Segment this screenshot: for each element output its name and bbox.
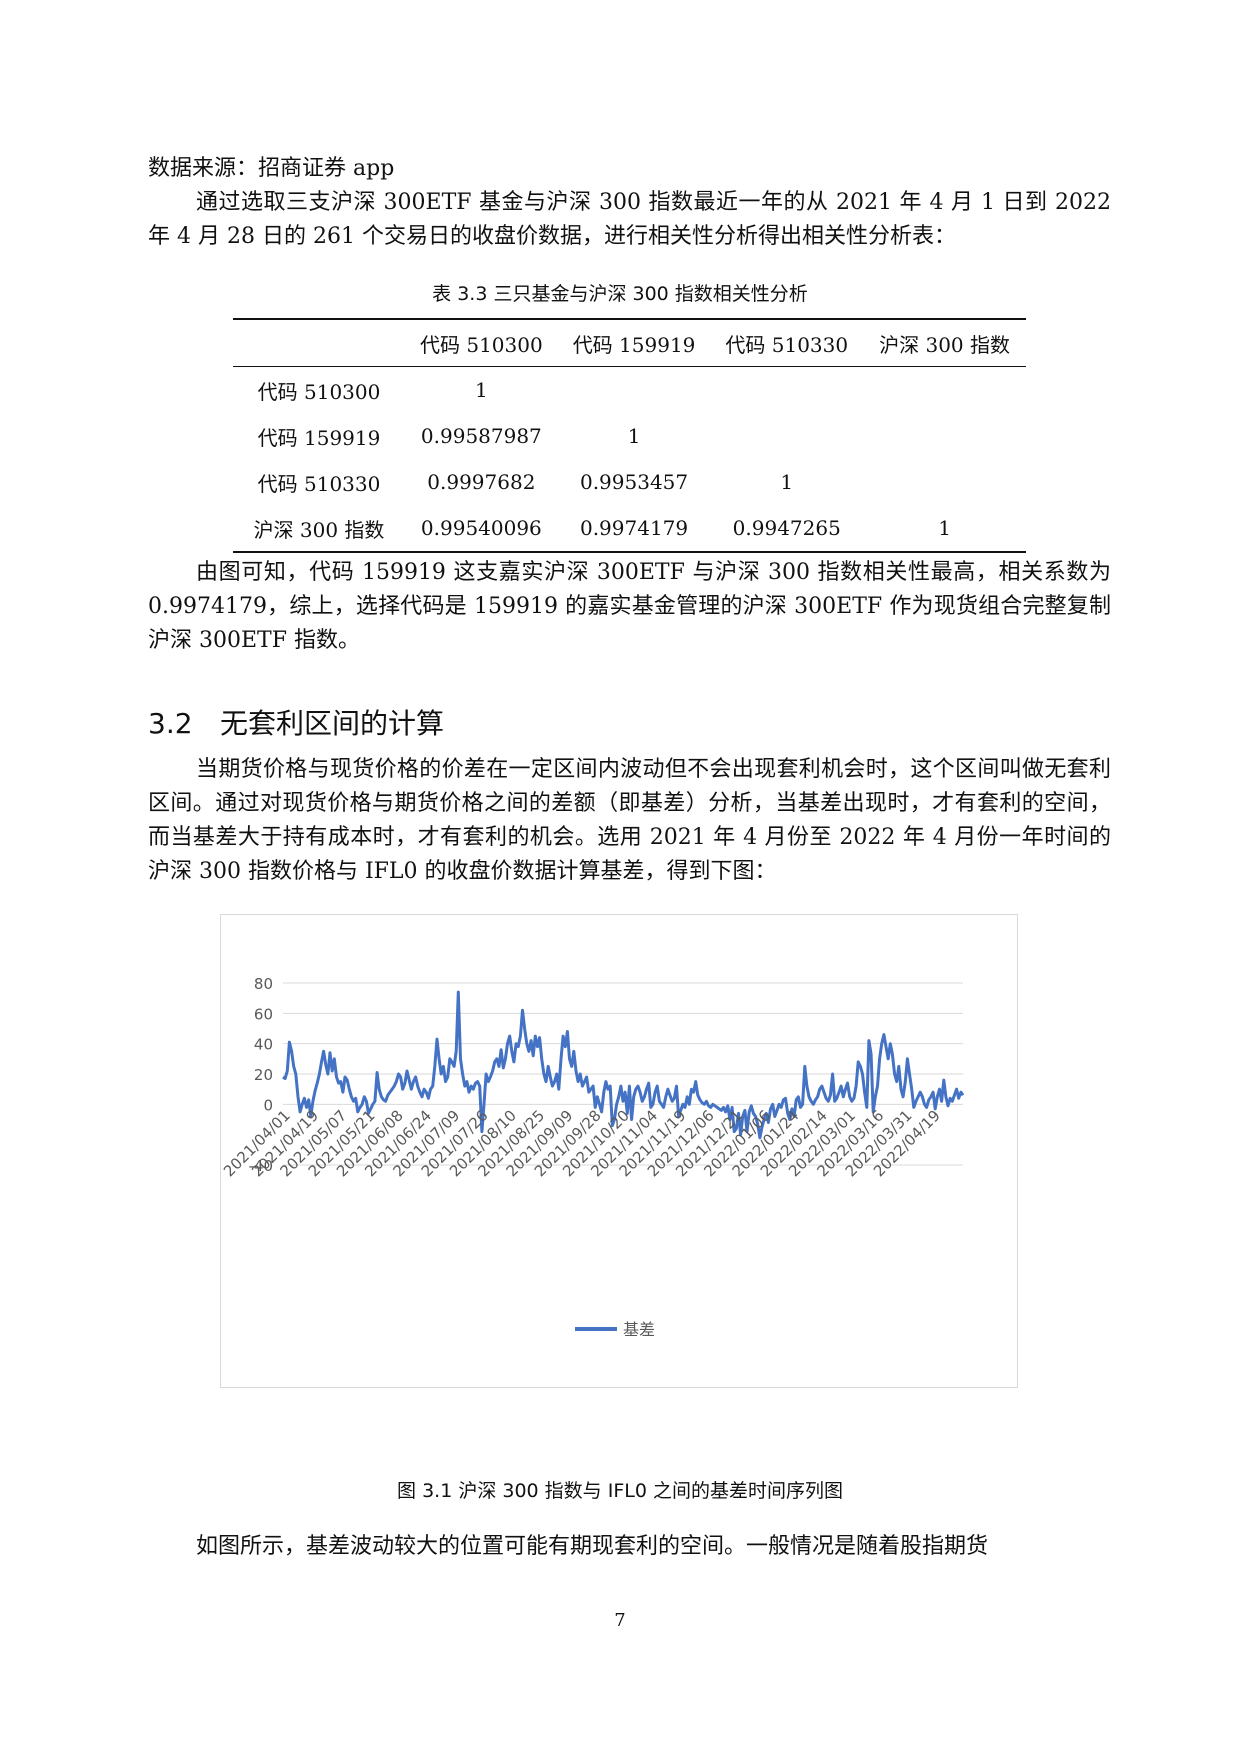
table-cell: 1 bbox=[780, 470, 794, 494]
table-cell: 1 bbox=[938, 516, 951, 540]
table-cell: 0.9953457 bbox=[579, 470, 689, 494]
table-cell: 0.9997682 bbox=[427, 470, 536, 494]
table-cell bbox=[558, 367, 711, 414]
basis-chart: 80 60 40 20 0 -40 2021/04/01 2021/04/19 2021/05/… bbox=[220, 914, 1018, 1388]
table-cell: 0.9947265 bbox=[732, 516, 841, 540]
basis-series-line bbox=[282, 990, 965, 1140]
column-header: 代码 159919 bbox=[557, 319, 711, 367]
section-number: 3.2 bbox=[148, 707, 193, 740]
row-label: 沪深 300 指数 bbox=[253, 517, 385, 542]
table-row: 代码 159919 0.99587987 1 bbox=[233, 413, 1026, 459]
correlation-table: 代码 510300 代码 159919 代码 510330 沪深 300 指数 … bbox=[233, 318, 1026, 553]
table-cell: 1 bbox=[627, 424, 641, 448]
page-number: 7 bbox=[614, 1610, 626, 1631]
section-paragraph: 当期货价格与现货价格的价差在一定区间内波动但不会出现套利机会时，这个区间叫做无套… bbox=[148, 757, 1111, 884]
table-row: 沪深 300 指数 0.99540096 0.9974179 0.9947265… bbox=[233, 505, 1026, 552]
table-cell: 0.99540096 bbox=[420, 516, 542, 540]
y-tick-label: 80 bbox=[254, 975, 273, 993]
table-header-row: 代码 510300 代码 159919 代码 510330 沪深 300 指数 bbox=[233, 319, 1026, 367]
table-cell bbox=[863, 413, 1026, 459]
row-label: 代码 159919 bbox=[257, 425, 381, 450]
basis-chart-svg: 806040200-402021/04/012021/04/192021/05/… bbox=[221, 975, 965, 1339]
table-cell bbox=[710, 413, 863, 459]
intro-paragraph: 通过选取三支沪深 300ETF 基金与沪深 300 指数最近一年的从 2021 … bbox=[148, 190, 1111, 249]
column-header: 沪深 300 指数 bbox=[863, 319, 1026, 367]
section-heading: 3.2 无套利区间的计算 bbox=[148, 702, 444, 742]
column-header: 代码 510330 bbox=[710, 319, 864, 367]
y-tick-label: 0 bbox=[263, 1096, 273, 1114]
y-tick-label: 20 bbox=[254, 1066, 273, 1084]
table-row: 代码 510300 1 bbox=[233, 367, 1026, 414]
data-source-line: 数据来源：招商证券 app bbox=[148, 156, 395, 181]
table-cell bbox=[863, 367, 1026, 414]
legend-label: 基差 bbox=[623, 1320, 655, 1339]
table-cell: 0.99587987 bbox=[420, 424, 542, 448]
y-tick-label: 40 bbox=[254, 1036, 273, 1054]
y-tick-label: 60 bbox=[254, 1005, 273, 1023]
column-header: 代码 510300 bbox=[405, 319, 558, 367]
table-cell bbox=[710, 367, 863, 414]
table-corner-cell bbox=[233, 319, 405, 367]
table-cell: 0.9974179 bbox=[579, 516, 689, 540]
row-label: 代码 510330 bbox=[257, 471, 381, 496]
section-title: 无套利区间的计算 bbox=[220, 707, 445, 740]
row-label: 代码 510300 bbox=[257, 379, 381, 404]
closing-paragraph: 如图所示，基差波动较大的位置可能有期现套利的空间。一般情况是随着股指期货 bbox=[196, 1534, 989, 1559]
y-tick-label: -40 bbox=[249, 1157, 274, 1175]
table-cell bbox=[863, 459, 1026, 505]
conclusion-paragraph: 由图可知，代码 159919 这支嘉实沪深 300ETF 与沪深 300 指数相… bbox=[148, 560, 1111, 653]
table-cell: 1 bbox=[474, 378, 488, 402]
table-row: 代码 510330 0.9997682 0.9953457 1 bbox=[233, 459, 1026, 505]
table-caption: 表 3.3 三只基金与沪深 300 指数相关性分析 bbox=[432, 283, 808, 305]
figure-caption: 图 3.1 沪深 300 指数与 IFL0 之间的基差时间序列图 bbox=[397, 1480, 843, 1502]
